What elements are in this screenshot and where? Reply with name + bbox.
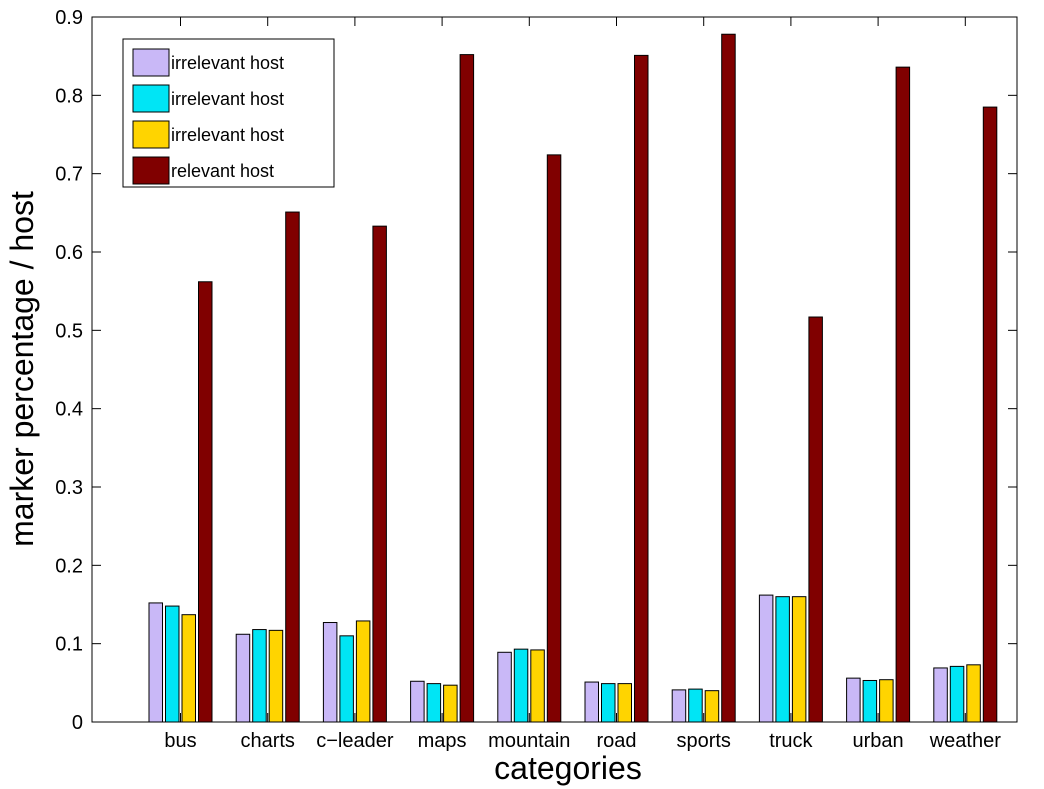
bar xyxy=(459,54,475,723)
bar xyxy=(949,665,965,723)
x-tick-label: charts xyxy=(240,730,294,752)
legend-swatch xyxy=(132,48,170,77)
bar xyxy=(530,649,545,723)
x-tick-label: maps xyxy=(418,730,467,752)
legend-swatch xyxy=(132,120,170,149)
y-tick-label: 0.9 xyxy=(55,7,83,29)
y-tick-label: 0.8 xyxy=(55,85,83,107)
bar xyxy=(704,690,720,723)
y-tick-label: 0 xyxy=(72,712,83,734)
bar xyxy=(721,33,736,723)
bar xyxy=(846,677,861,723)
bar xyxy=(808,316,823,723)
bar xyxy=(688,688,703,723)
bar xyxy=(443,684,458,723)
bar xyxy=(339,635,354,723)
bar xyxy=(879,679,894,723)
bar xyxy=(372,225,387,723)
bar xyxy=(982,106,998,723)
y-tick-label: 0.5 xyxy=(55,320,83,342)
y-tick-label: 0.1 xyxy=(55,634,83,656)
bar xyxy=(513,648,529,723)
bar xyxy=(165,605,180,723)
x-tick-label: weather xyxy=(929,730,1001,752)
bar xyxy=(895,66,911,723)
legend: irrelevant host irrelevant host irrelevant… xyxy=(122,38,335,188)
bar xyxy=(355,620,371,723)
legend-label: irrelevant host xyxy=(171,125,284,145)
legend-swatch xyxy=(132,156,170,185)
bar xyxy=(198,281,213,723)
bar xyxy=(410,680,425,723)
y-tick-label: 0.2 xyxy=(55,555,83,577)
bar xyxy=(322,622,338,723)
bar xyxy=(933,667,948,723)
y-tick-label: 0.6 xyxy=(55,242,83,264)
bar xyxy=(671,689,687,723)
bar xyxy=(775,596,790,723)
bar xyxy=(252,629,267,723)
bar xyxy=(235,633,251,723)
bar xyxy=(758,594,774,723)
y-tick-label: 0.7 xyxy=(55,164,83,186)
bar xyxy=(426,683,442,723)
legend-label: relevant host xyxy=(171,161,274,181)
bar xyxy=(791,596,807,723)
bar xyxy=(634,54,649,723)
plot-area: 0 0.1 0.2 0.3 0.4 0.5 0.6 0.7 0.8 0.9 bus charts c−l… xyxy=(55,7,1018,752)
bar xyxy=(617,683,632,723)
bar xyxy=(497,651,512,723)
bar xyxy=(268,629,284,723)
y-axis-title: marker percentage / host xyxy=(4,191,40,547)
bar xyxy=(584,681,599,723)
bar xyxy=(181,614,196,723)
x-tick-label: urban xyxy=(853,730,904,752)
y-tick-label: 0.3 xyxy=(55,477,83,499)
legend-label: irrelevant host xyxy=(171,89,284,109)
x-axis-title: categories xyxy=(494,750,642,786)
y-tick-label: 0.4 xyxy=(55,399,83,421)
x-tick-label: bus xyxy=(164,730,196,752)
bar xyxy=(285,211,300,723)
bar xyxy=(546,154,562,723)
x-tick-label: road xyxy=(596,730,636,752)
x-tick-label: sports xyxy=(676,730,730,752)
x-tick-label: truck xyxy=(769,730,813,752)
x-tick-label: c−leader xyxy=(316,730,394,752)
bar xyxy=(966,664,981,723)
bar xyxy=(862,679,878,723)
x-tick-label: mountain xyxy=(488,730,570,752)
legend-label: irrelevant host xyxy=(171,53,284,73)
bar xyxy=(148,602,163,723)
bar xyxy=(601,683,616,723)
legend-swatch xyxy=(132,84,170,113)
